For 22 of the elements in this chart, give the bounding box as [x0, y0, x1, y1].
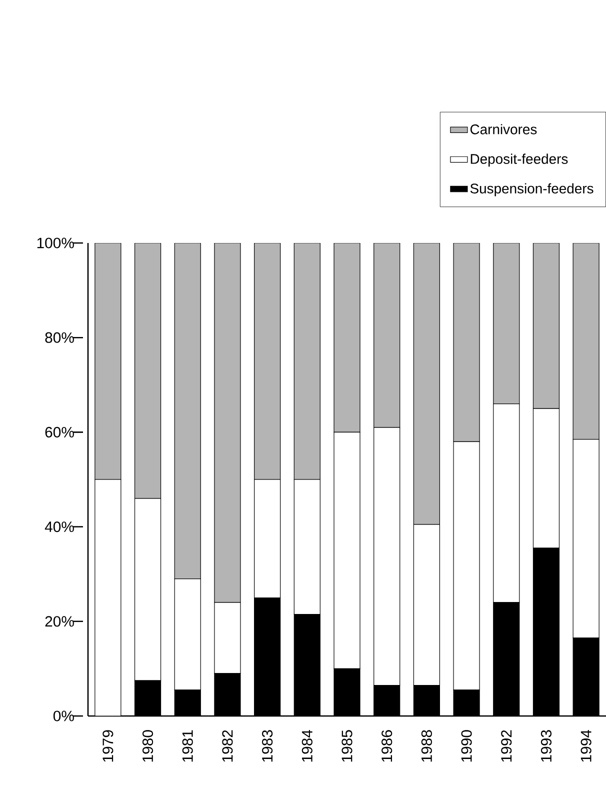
y-tick-label: 40% [44, 521, 74, 532]
y-tick-label: 100% [37, 238, 74, 248]
y-tick-label: 60% [45, 426, 74, 438]
x-tick-label: 1982 [222, 730, 233, 762]
legend-label: Carnivores [470, 124, 537, 134]
x-tick-label: 1981 [182, 730, 193, 762]
x-tick-label: 1993 [540, 730, 552, 762]
legend-label: Suspension-feeders [470, 183, 594, 196]
x-tick-label: 1984 [302, 730, 312, 762]
y-tick-label: 80% [45, 332, 74, 343]
x-tick-label: 1988 [421, 730, 432, 762]
x-tick-label: 1986 [382, 730, 392, 762]
x-tick-label: 1990 [461, 730, 472, 762]
x-tick-label: 1994 [580, 730, 592, 762]
x-tick-label: 1992 [501, 730, 512, 762]
x-tick-label: 1985 [342, 730, 352, 762]
x-tick-label: 1979 [102, 730, 114, 762]
x-tick-label: 1980 [142, 730, 154, 762]
legend-label: Deposit-feeders [470, 154, 568, 167]
x-tick-label: 1983 [262, 730, 273, 762]
y-tick-label: 20% [45, 616, 74, 627]
y-tick-label: 0% [53, 710, 74, 722]
